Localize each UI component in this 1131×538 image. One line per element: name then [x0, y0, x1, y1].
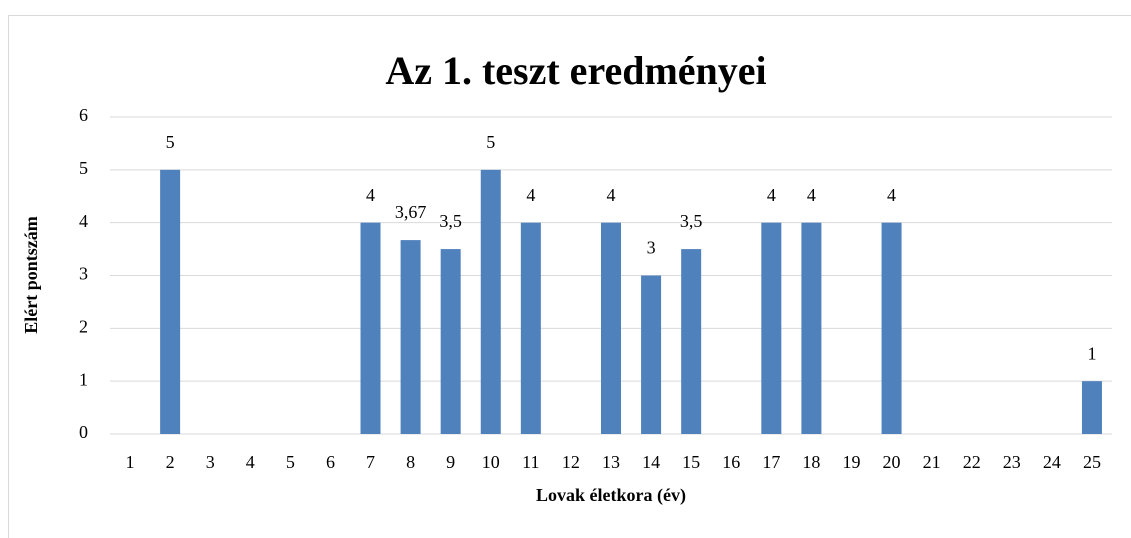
data-label: 4 — [767, 185, 776, 205]
data-label: 5 — [486, 132, 495, 152]
y-axis-label: Elért pontszám — [21, 216, 41, 333]
x-tick-label: 18 — [802, 452, 820, 472]
bar — [801, 222, 822, 434]
chart-title: Az 1. teszt eredményei — [385, 48, 766, 93]
x-axis-label: Lovak életkora (év) — [536, 485, 686, 506]
bar — [360, 222, 381, 434]
x-tick-label: 22 — [963, 452, 981, 472]
y-tick-label: 4 — [79, 211, 88, 231]
data-label: 5 — [166, 132, 175, 152]
y-tick-label: 2 — [79, 316, 88, 336]
x-tick-label: 21 — [923, 452, 941, 472]
x-tick-label: 3 — [206, 452, 215, 472]
x-tick-label: 24 — [1043, 452, 1061, 472]
x-tick-label: 4 — [246, 452, 255, 472]
x-tick-label: 14 — [642, 452, 660, 472]
bar — [520, 222, 541, 434]
x-tick-label: 6 — [326, 452, 335, 472]
x-tick-label: 25 — [1083, 452, 1101, 472]
data-label: 3,67 — [395, 202, 427, 222]
x-tick-label: 13 — [602, 452, 620, 472]
bar — [641, 275, 662, 434]
x-tick-label: 8 — [406, 452, 415, 472]
data-label: 3 — [647, 238, 656, 258]
bar — [400, 240, 421, 434]
y-tick-label: 6 — [79, 105, 88, 125]
bar — [761, 222, 782, 434]
x-tick-label: 7 — [366, 452, 375, 472]
data-label: 4 — [366, 185, 375, 205]
x-tick-label: 9 — [446, 452, 455, 472]
data-label: 4 — [607, 185, 616, 205]
bar — [440, 249, 461, 434]
x-tick-label: 16 — [722, 452, 740, 472]
x-tick-label: 12 — [562, 452, 580, 472]
x-tick-label: 11 — [522, 452, 539, 472]
x-tick-label: 2 — [166, 452, 175, 472]
x-tick-label: 19 — [842, 452, 860, 472]
y-tick-label: 3 — [79, 264, 88, 284]
chart-border — [8, 15, 1131, 538]
bar — [1081, 381, 1102, 434]
bar — [480, 169, 501, 435]
bar — [601, 222, 621, 434]
bar — [881, 222, 902, 434]
x-tick-label: 1 — [126, 452, 135, 472]
bar — [681, 249, 702, 434]
data-label: 4 — [887, 185, 896, 205]
x-tick-label: 5 — [286, 452, 295, 472]
data-label: 4 — [526, 185, 535, 205]
x-tick-label: 17 — [762, 452, 780, 472]
x-tick-label: 20 — [883, 452, 901, 472]
bar — [160, 169, 181, 435]
data-label: 3,5 — [439, 211, 462, 231]
x-tick-label: 15 — [682, 452, 700, 472]
y-tick-label: 0 — [79, 422, 88, 442]
x-tick-label: 23 — [1003, 452, 1021, 472]
data-label: 1 — [1087, 343, 1096, 363]
data-label: 3,5 — [680, 211, 703, 231]
x-tick-label: 10 — [482, 452, 500, 472]
y-tick-label: 5 — [79, 158, 88, 178]
data-label: 4 — [807, 185, 816, 205]
y-tick-label: 1 — [79, 369, 88, 389]
